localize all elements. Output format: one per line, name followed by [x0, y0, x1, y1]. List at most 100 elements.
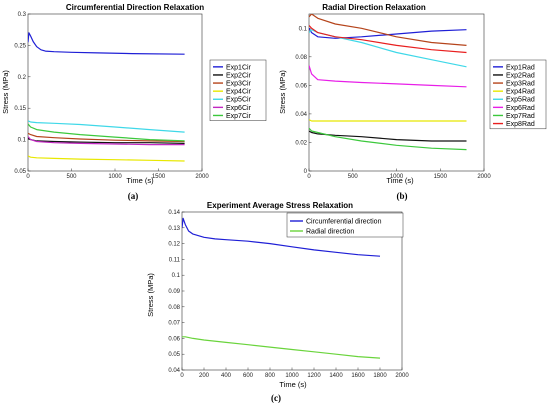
- y-tick-label: 0.2: [18, 75, 27, 81]
- plot-area: 0 500 1000 1500 2000 0.05 0.1 0.15 0.2 0.25 0.3 Exp…: [14, 12, 267, 180]
- legend-label: Exp8Rad: [506, 121, 535, 128]
- y-tick-label: 0.14: [168, 210, 180, 216]
- y-tick-label: 0.02: [295, 140, 307, 146]
- y-tick-label: 0.25: [14, 43, 26, 49]
- axes-box: [308, 13, 485, 172]
- series-line-1: [309, 27, 467, 39]
- legend-label: Exp7Cir: [226, 113, 252, 120]
- x-tick-label: 1500: [434, 174, 448, 180]
- panel-caption: (b): [397, 191, 408, 201]
- series-line-4: [28, 155, 185, 162]
- y-tick-label: 0.1: [299, 26, 308, 32]
- axes-box: [181, 211, 403, 371]
- y-tick-label: 0.04: [168, 368, 180, 374]
- x-tick-label: 1400: [329, 373, 343, 379]
- x-tick-label: 0: [26, 174, 30, 180]
- y-tick-label: 0: [304, 169, 308, 175]
- chart-title: Experiment Average Stress Relaxation: [207, 201, 353, 210]
- y-tick-label: 0.04: [295, 112, 307, 118]
- chart-panel-c: Experiment Average Stress Relaxation Tim…: [146, 201, 409, 403]
- legend-label: Exp4Cir: [226, 89, 252, 96]
- legend-box: [286, 212, 404, 238]
- y-axis-label: Stress (MPa): [278, 70, 287, 114]
- y-tick-label: 0.06: [168, 336, 180, 342]
- y-tick-label: 0.1: [172, 273, 181, 279]
- legend-label: Radial direction: [306, 228, 354, 235]
- legend-label: Exp1Rad: [506, 64, 535, 71]
- y-axis-label: Stress (MPa): [146, 273, 155, 317]
- series-line-7: [309, 127, 467, 151]
- legend-label: Exp1Cir: [226, 64, 252, 71]
- y-tick-label: 0.07: [168, 321, 180, 327]
- series-line-6: [309, 65, 467, 88]
- y-tick-label: 0.15: [14, 106, 26, 112]
- y-tick-label: 0.12: [168, 242, 180, 248]
- y-tick-label: 0.08: [295, 55, 307, 61]
- x-tick-label: 0: [307, 174, 311, 180]
- legend-box: [209, 59, 267, 121]
- x-tick-label: 600: [243, 373, 254, 379]
- series-line-7: [28, 123, 185, 142]
- legend-label: Circumferential direction: [306, 218, 382, 225]
- series-line-4: [309, 119, 467, 122]
- series-line-3: [28, 132, 185, 143]
- y-axis-label: Stress (MPa): [1, 70, 10, 114]
- series-group: [182, 217, 381, 359]
- x-tick-label: 2000: [477, 174, 491, 180]
- x-tick-label: 2000: [195, 174, 209, 180]
- y-tick-label: 0.13: [168, 226, 180, 232]
- y-tick-label: 0.06: [295, 83, 307, 89]
- x-tick-label: 800: [265, 373, 276, 379]
- axes-box: [27, 13, 203, 172]
- x-tick-label: 0: [180, 373, 184, 379]
- panel-caption: (a): [128, 191, 139, 201]
- x-tick-label: 500: [66, 174, 77, 180]
- series-group: [28, 32, 185, 162]
- x-tick-label: 1000: [285, 373, 299, 379]
- x-tick-label: 1200: [307, 373, 321, 379]
- legend-label: Exp3Rad: [506, 80, 535, 87]
- series-line-8: [309, 24, 467, 54]
- x-tick-label: 1600: [351, 373, 365, 379]
- x-tick-label: 1500: [152, 174, 166, 180]
- y-tick-label: 0.1: [18, 138, 27, 144]
- legend-label: Exp7Rad: [506, 113, 535, 120]
- series-line-2: [309, 130, 467, 142]
- series-line-3: [309, 14, 467, 46]
- plot-area: 0 200 400 600 800 1000 1200 1400 1600 1800 2000 0.0…: [168, 210, 409, 379]
- legend-label: Exp6Cir: [226, 105, 252, 112]
- y-tick-label: 0.11: [169, 257, 181, 263]
- y-tick-label: 0.05: [168, 352, 180, 358]
- chart-panel-a: Circumferential Direction Relaxation Tim…: [1, 3, 267, 201]
- series-line-1: [182, 217, 381, 257]
- x-tick-label: 2000: [395, 373, 409, 379]
- plot-area: 0 500 1000 1500 2000 0 0.02 0.04 0.06 0.08 0.1 Exp1…: [295, 13, 547, 180]
- legend-label: Exp4Rad: [506, 89, 535, 96]
- series-line-1: [28, 32, 185, 55]
- legend-label: Exp3Cir: [226, 80, 252, 87]
- x-tick-label: 400: [221, 373, 232, 379]
- chart-title: Circumferential Direction Relaxation: [66, 3, 204, 12]
- x-axis-label: Time (s): [126, 176, 154, 185]
- legend-label: Exp6Rad: [506, 105, 535, 112]
- legend-label: Exp5Cir: [226, 97, 252, 104]
- legend-box: [489, 59, 547, 130]
- series-line-6: [28, 136, 185, 146]
- series-line-5: [28, 120, 185, 133]
- x-tick-label: 1000: [390, 174, 404, 180]
- x-tick-label: 200: [199, 373, 210, 379]
- x-axis-label: Time (s): [386, 176, 414, 185]
- chart-title: Radial Direction Relaxation: [322, 3, 426, 12]
- x-tick-label: 500: [348, 174, 359, 180]
- x-tick-label: 1800: [373, 373, 387, 379]
- panel-caption: (c): [271, 393, 281, 403]
- y-tick-label: 0.05: [14, 169, 26, 175]
- y-tick-label: 0.09: [168, 289, 180, 295]
- y-tick-label: 0.3: [18, 12, 27, 18]
- y-tick-label: 0.08: [168, 305, 180, 311]
- chart-panel-b: Radial Direction Relaxation Time (s) Str…: [278, 3, 547, 201]
- x-axis-label: Time (s): [279, 380, 307, 389]
